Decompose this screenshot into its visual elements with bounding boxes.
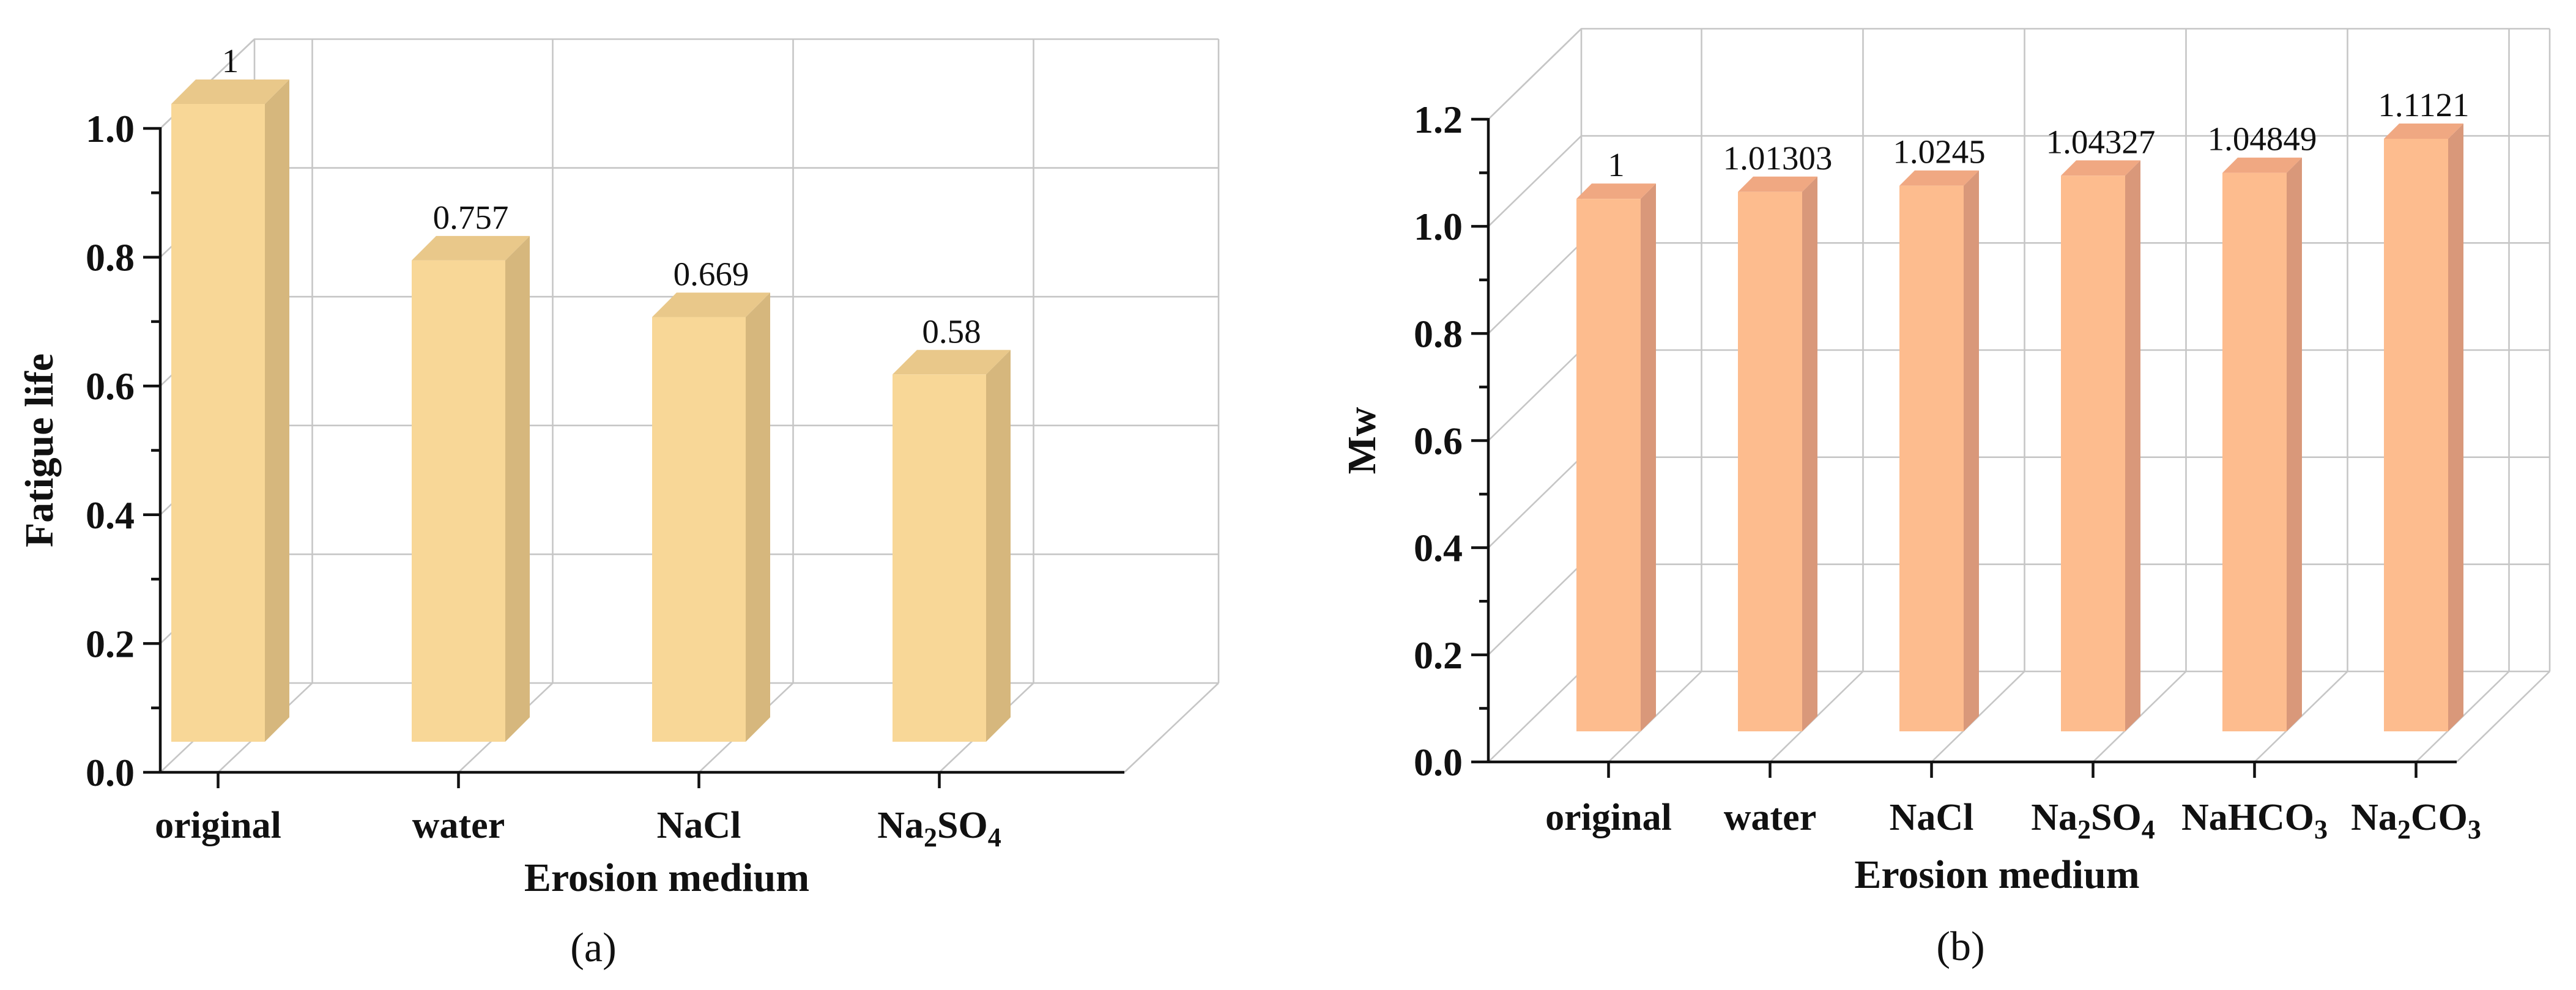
floor-edge: [1124, 682, 1219, 773]
bar-top-face: [1738, 176, 1817, 192]
bar-front-face: [2222, 172, 2287, 731]
data-label: 1.0245: [1893, 133, 1985, 171]
data-label: 0.669: [674, 256, 749, 293]
bar-front-face: [171, 104, 265, 742]
bar-top-face: [2061, 160, 2140, 176]
y-tick-label: 1.0: [1414, 205, 1463, 248]
bar-NaCl: [652, 292, 770, 742]
bar-top-face: [2384, 123, 2463, 139]
y-axis-title: Mw: [1340, 407, 1384, 474]
bar-top-face: [171, 79, 289, 104]
x-tick-label: NaHCO3: [2181, 797, 2328, 844]
gridline-horizontal: [160, 38, 1219, 129]
data-label: 1.04327: [2046, 123, 2156, 160]
bar-side-face: [2287, 157, 2302, 731]
bar-front-face: [2384, 138, 2448, 732]
bar-Na2SO4: [2061, 160, 2140, 731]
bar-top-face: [412, 235, 530, 260]
bar-top-face: [893, 350, 1011, 375]
bar-Na2CO3: [2384, 123, 2463, 732]
data-label: 0.757: [433, 199, 509, 236]
bar-top-face: [1576, 183, 1656, 199]
left-wall-top-edge: [1488, 28, 1582, 120]
data-label: 0.58: [922, 312, 981, 350]
y-tick-label: 0.4: [86, 493, 135, 537]
x-tick-label: NaCl: [1890, 797, 1974, 838]
gridline-horizontal: [160, 167, 1219, 258]
y-tick-label: 0.2: [1414, 634, 1463, 677]
bar-top-face: [1899, 170, 1979, 186]
x-tick-label: original: [155, 805, 281, 846]
y-tick-label: 0.6: [1414, 419, 1463, 463]
bar-side-face: [1964, 170, 1979, 731]
y-tick-label: 0.2: [86, 622, 135, 665]
y-tick-label: 0.0: [1414, 741, 1463, 784]
data-label: 1.04849: [2208, 120, 2317, 158]
bar-side-face: [986, 350, 1011, 742]
y-tick-label: 0.0: [86, 751, 135, 794]
floor-edge: [2456, 671, 2550, 763]
bar-Na2SO4: [893, 350, 1011, 742]
bar-NaHCO3: [2222, 157, 2302, 731]
data-label: 1: [222, 42, 239, 79]
bar-front-face: [1576, 199, 1641, 732]
bar-front-face: [412, 260, 505, 742]
y-tick-label: 0.4: [1414, 526, 1463, 570]
bar-front-face: [1899, 185, 1964, 731]
x-axis-title: Erosion medium: [1854, 852, 2139, 897]
bar-front-face: [2061, 175, 2125, 731]
data-label: 1: [1608, 146, 1625, 183]
bar-top-face: [2222, 157, 2302, 173]
x-tick-label: water: [1724, 797, 1816, 838]
y-tick-label: 0.8: [86, 236, 135, 279]
bar-side-face: [2448, 123, 2463, 732]
bar-original: [171, 79, 289, 742]
x-tick-label: water: [412, 805, 505, 846]
x-tick-label: Na2SO4: [2031, 797, 2155, 844]
bar-side-face: [505, 235, 530, 742]
y-tick-label: 1.2: [1414, 98, 1463, 141]
bar-side-face: [1641, 183, 1656, 732]
x-tick-label: original: [1545, 797, 1672, 838]
bar-water: [1738, 176, 1817, 732]
bar-top-face: [652, 292, 770, 317]
y-tick-label: 1.0: [86, 107, 135, 150]
bar-side-face: [2125, 160, 2140, 731]
bar-side-face: [265, 79, 289, 742]
x-axis-title: Erosion medium: [524, 855, 809, 900]
bar-front-face: [1738, 191, 1802, 732]
x-tick-label: NaCl: [657, 805, 741, 846]
data-label: 1.01303: [1723, 139, 1833, 177]
x-tick-label: Na2SO4: [877, 805, 1001, 852]
chart-a: 1 0.757 0.669 0.58 0.0 0.2 0.4 0.6 0.8 1.0 origina…: [17, 38, 1220, 970]
bar-front-face: [652, 317, 746, 742]
panel-label: (b): [1936, 923, 1984, 969]
y-tick-label: 0.8: [1414, 312, 1463, 355]
y-tick-label: 0.6: [86, 364, 135, 408]
y-axis-title: Fatigue life: [17, 353, 62, 547]
bar-original: [1576, 183, 1656, 732]
bar-water: [412, 235, 530, 742]
bar-NaCl: [1899, 170, 1979, 731]
panel-label: (a): [570, 924, 616, 970]
chart-b: 1 1.01303 1.0245 1.04327 1.04849 1.1121 0.0 0.2…: [1340, 28, 2551, 969]
data-label: 1.1121: [2378, 86, 2469, 124]
bar-front-face: [893, 374, 986, 742]
bar-side-face: [1802, 176, 1817, 732]
x-tick-label: Na2CO3: [2351, 797, 2481, 844]
bar-side-face: [746, 292, 770, 742]
